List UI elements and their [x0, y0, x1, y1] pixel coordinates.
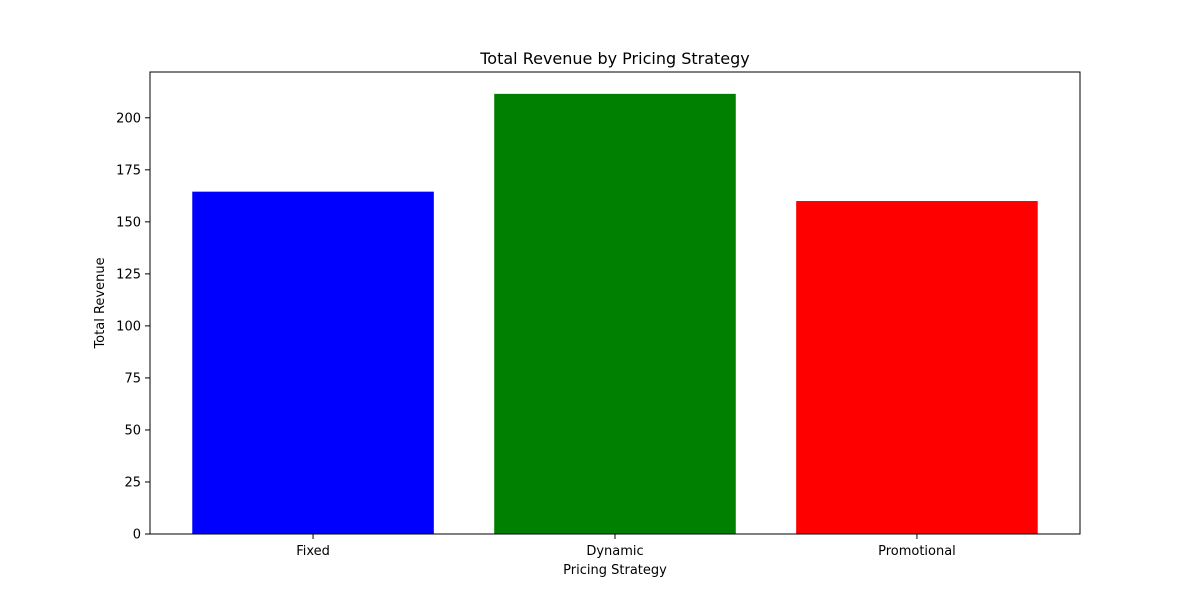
y-tick-label: 100 — [116, 319, 141, 334]
x-tick-label: Dynamic — [586, 544, 643, 559]
y-tick-label: 75 — [124, 371, 141, 386]
chart-title: Total Revenue by Pricing Strategy — [479, 49, 750, 68]
x-tick-label: Promotional — [878, 544, 956, 559]
x-axis-label: Pricing Strategy — [563, 563, 667, 578]
y-tick-label: 175 — [116, 163, 141, 178]
plot-area-frame — [149, 71, 1081, 535]
y-tick-label: 25 — [124, 475, 141, 490]
bar-promotional — [796, 201, 1038, 534]
bar-fixed — [192, 191, 434, 534]
bars-group — [192, 93, 1038, 534]
y-axis-ticks: 0 25 50 75 100 125 150 175 200 — [116, 111, 150, 543]
y-tick-label: 50 — [124, 423, 141, 438]
y-tick-label: 150 — [116, 215, 141, 230]
y-tick-label: 200 — [116, 111, 141, 126]
x-tick-label: Fixed — [296, 544, 330, 559]
y-axis-label: Total Revenue — [93, 257, 108, 349]
y-tick-label: 125 — [116, 267, 141, 282]
bar-dynamic — [494, 93, 736, 534]
x-axis-ticks: Fixed Dynamic Promotional — [296, 534, 956, 559]
y-tick-label: 0 — [133, 528, 141, 543]
